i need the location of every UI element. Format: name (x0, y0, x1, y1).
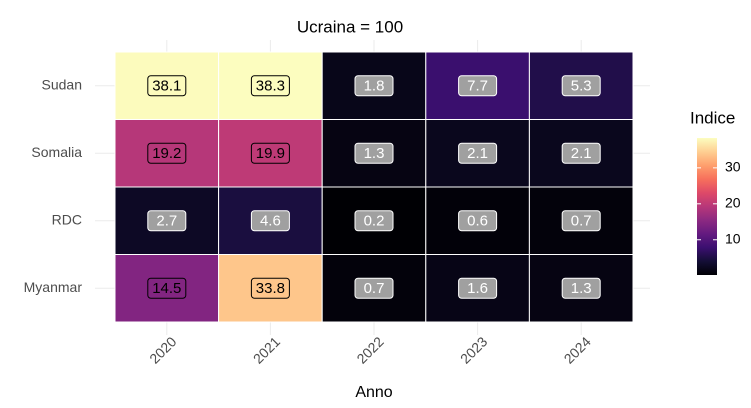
x-tick-label: 2023 (457, 333, 490, 366)
value-label: 38.3 (256, 78, 285, 95)
value-label-box (250, 75, 290, 97)
value-label-box (561, 75, 601, 97)
y-tick-label: Sudan (42, 76, 82, 92)
value-label-box (458, 277, 498, 299)
x-tick-label: 2021 (250, 333, 283, 366)
y-tick-label: Somalia (31, 144, 82, 160)
value-label-box (147, 142, 187, 164)
value-label: 0.7 (364, 280, 385, 297)
colorbar (697, 138, 717, 275)
x-tick-label: 2020 (146, 333, 179, 366)
value-label: 1.3 (571, 280, 592, 297)
value-label: 2.1 (467, 145, 488, 162)
colorbar-tick-label: 30 (725, 159, 741, 175)
value-label-box (458, 210, 498, 232)
value-label: 2.1 (571, 145, 592, 162)
value-label-box (458, 75, 498, 97)
colorbar-tick-label: 10 (725, 230, 741, 246)
value-label: 38.1 (152, 78, 181, 95)
value-label: 2.7 (156, 213, 177, 230)
x-tick-label: 2022 (353, 333, 386, 366)
value-label-box (561, 210, 601, 232)
value-label-box (147, 75, 187, 97)
y-tick-label: Myanmar (24, 279, 83, 295)
value-label-box (147, 210, 187, 232)
x-tick-label: 2024 (561, 333, 594, 366)
value-label-box (354, 277, 394, 299)
x-axis-title: Anno (355, 384, 392, 401)
value-label-box (458, 142, 498, 164)
chart-title: Ucraina = 100 (297, 17, 403, 36)
value-label-box (354, 210, 394, 232)
legend-title: Indice (690, 108, 735, 127)
value-label-box (561, 142, 601, 164)
value-label: 14.5 (152, 280, 181, 297)
value-label: 4.6 (260, 213, 281, 230)
value-label: 19.2 (152, 145, 181, 162)
value-label-box (354, 75, 394, 97)
value-label-box (250, 210, 290, 232)
y-tick-label: RDC (52, 211, 82, 227)
value-label: 0.7 (571, 213, 592, 230)
value-label: 1.8 (364, 78, 385, 95)
value-label: 1.3 (364, 145, 385, 162)
value-label-box (354, 142, 394, 164)
value-label: 19.9 (256, 145, 285, 162)
value-label-box (250, 277, 290, 299)
value-label: 0.6 (467, 213, 488, 230)
value-label: 5.3 (571, 78, 592, 95)
value-label: 0.2 (364, 213, 385, 230)
value-label: 33.8 (256, 280, 285, 297)
value-label: 1.6 (467, 280, 488, 297)
value-label-box (147, 277, 187, 299)
value-label-box (561, 277, 601, 299)
value-label: 7.7 (467, 78, 488, 95)
value-label-box (250, 142, 290, 164)
colorbar-tick-label: 20 (725, 195, 741, 211)
